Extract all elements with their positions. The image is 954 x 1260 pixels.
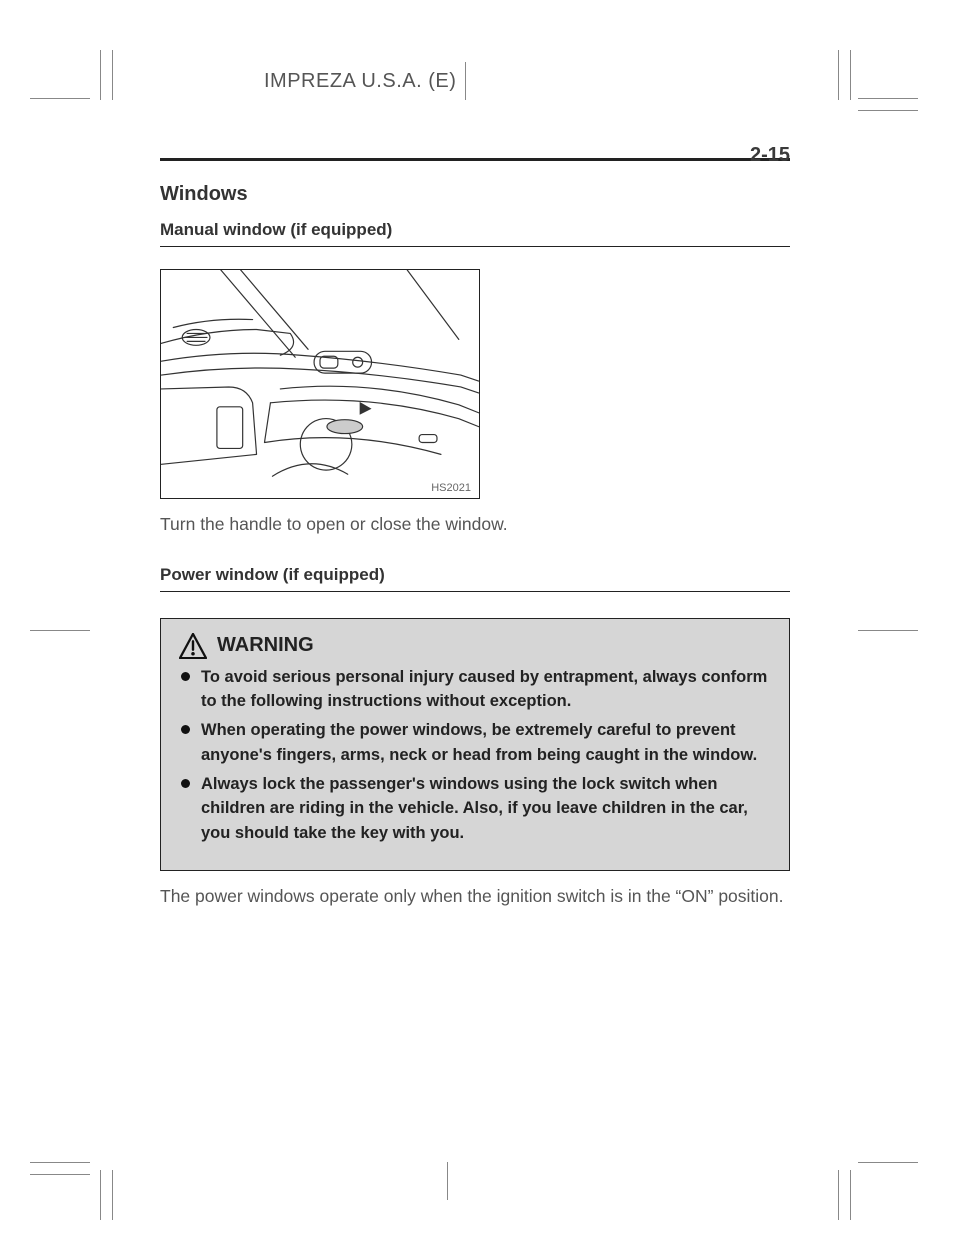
header-label: IMPREZA U.S.A. (E) [264,70,456,93]
crop-mark [858,1162,918,1163]
subsection-title-power: Power window (if equipped) [160,565,790,585]
subsection-title-manual: Manual window (if equipped) [160,220,790,240]
car-interior-illustration [161,270,479,498]
header-divider [465,62,466,100]
crop-mark [858,630,918,631]
crop-mark [30,1162,90,1163]
footer-divider [447,1162,448,1200]
top-rule [160,158,790,161]
warning-icon [179,633,207,659]
crop-mark [100,1170,101,1220]
crop-mark [30,630,90,631]
figure-number: HS2021 [431,482,471,494]
warning-heading: WARNING [179,633,771,659]
crop-mark [112,1170,113,1220]
warning-box: WARNING To avoid serious personal injury… [160,618,790,871]
crop-mark [30,1174,90,1175]
manual-window-caption: Turn the handle to open or close the win… [160,513,790,537]
rule [160,591,790,592]
warning-list: To avoid serious personal injury caused … [179,665,771,846]
warning-item: To avoid serious personal injury caused … [179,665,771,715]
power-window-body: The power windows operate only when the … [160,885,790,909]
content-area: 2-15 Windows Manual window (if equipped) [160,158,790,909]
section-title-windows: Windows [160,183,790,206]
manual-window-figure: HS2021 [160,269,480,499]
warning-item: When operating the power windows, be ext… [179,718,771,768]
warning-label: WARNING [217,634,314,657]
warning-item: Always lock the passenger's windows usin… [179,772,771,846]
page: IMPREZA U.S.A. (E) 2-15 Windows Manual w… [0,0,954,1260]
crop-mark [858,110,918,111]
crop-mark [850,1170,851,1220]
page-number: 2-15 [750,144,790,167]
crop-mark [838,1170,839,1220]
rule [160,246,790,247]
header: IMPREZA U.S.A. (E) [0,70,954,110]
